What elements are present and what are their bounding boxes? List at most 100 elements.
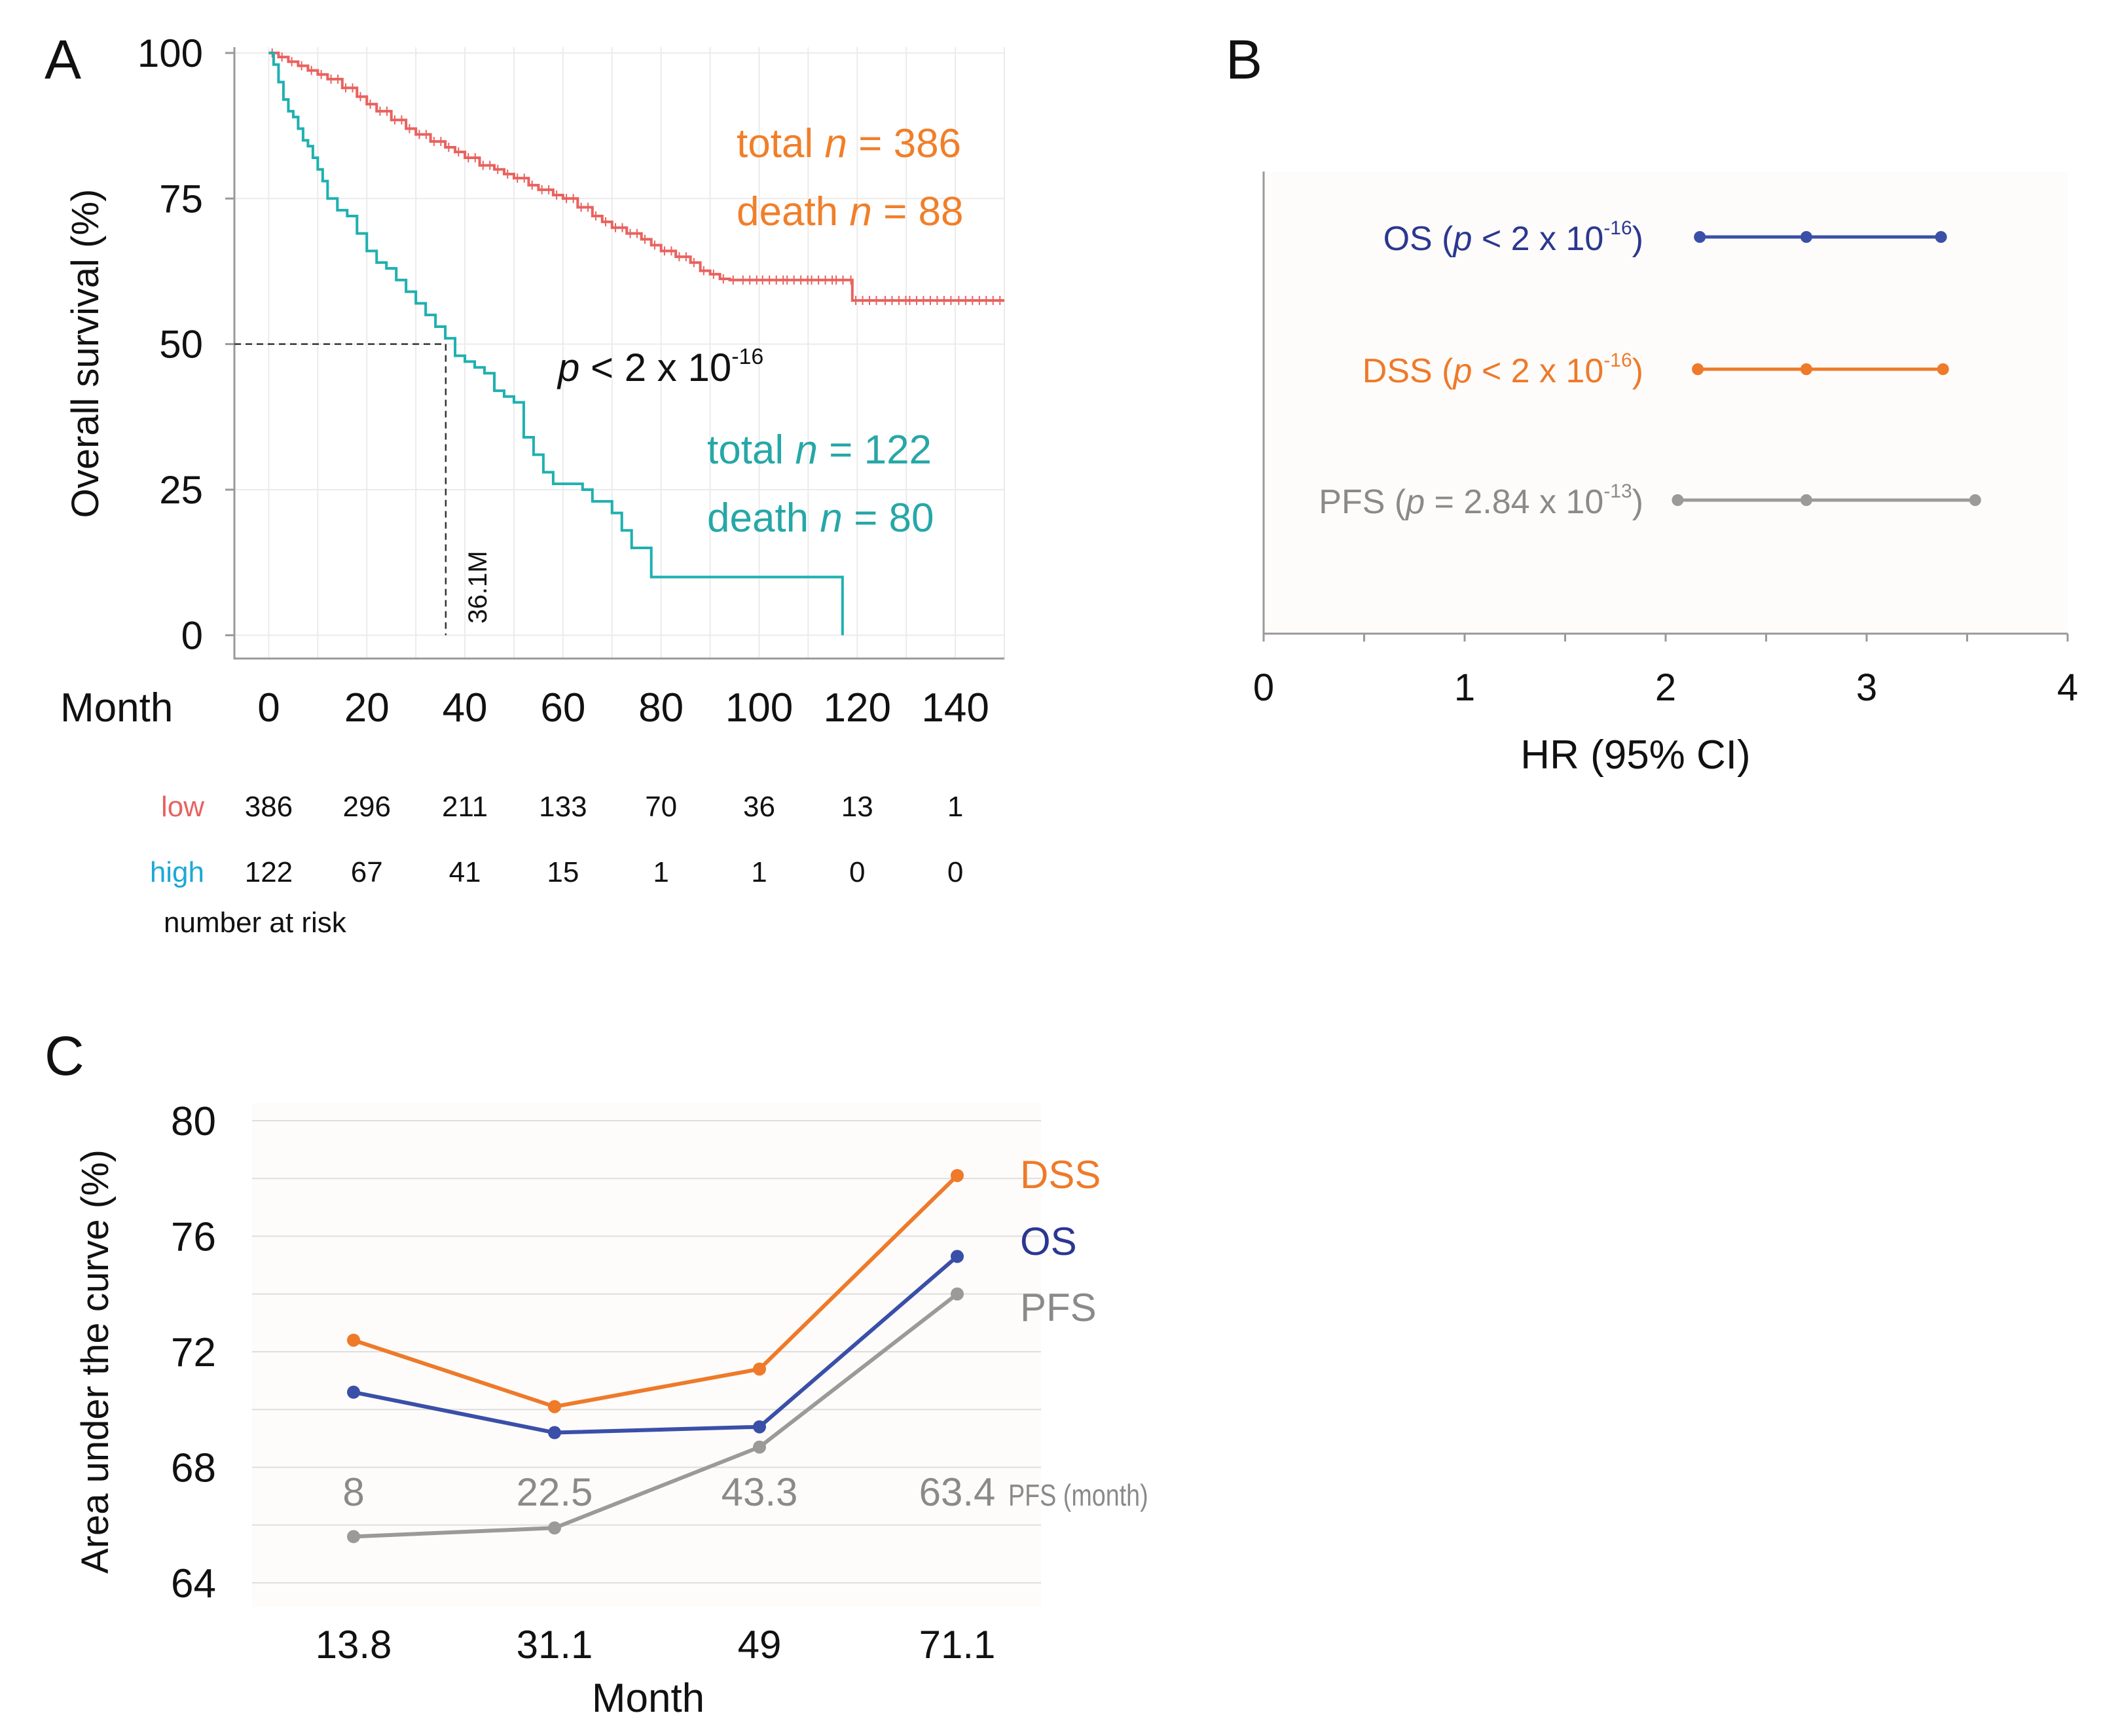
- median-survival-label: 36.1M: [464, 551, 492, 623]
- risk-count: 386: [245, 791, 293, 823]
- panel-a-x-tick-label: 40: [443, 685, 488, 731]
- panel-a-y-tick-label: 75: [159, 177, 203, 221]
- panel-a-x-tick-labels: 0 20 40 60 80 100 120 140: [257, 685, 989, 731]
- os-auc-point: [753, 1420, 766, 1434]
- pfs-month-value: 43.3: [722, 1470, 798, 1514]
- panel-c-y-tick-labels: 80 76 72 68 64: [171, 1099, 216, 1606]
- high-risk-death-annotation: death n = 80: [707, 496, 934, 541]
- forest-row-pfs: PFS (p = 2.84 x 10-13): [1319, 480, 1981, 521]
- pfs-month-value: 63.4: [919, 1470, 996, 1514]
- risk-row-label: low: [161, 791, 204, 823]
- dss-auc-point: [753, 1362, 766, 1376]
- pfs-auc-point: [753, 1440, 766, 1454]
- pfs-auc-line: [353, 1292, 959, 1539]
- os-auc-point: [548, 1426, 561, 1439]
- pfs-month-caption: PFS (month): [1008, 1478, 1148, 1511]
- auc-label-os: OS: [1020, 1220, 1077, 1263]
- panel-a-x-tick-label: 80: [638, 685, 684, 731]
- panel-a-x-tick-label: 100: [725, 685, 793, 731]
- panel-a-y-tick-label: 50: [159, 323, 203, 367]
- panel-b-x-tick-label: 2: [1655, 666, 1676, 709]
- panel-b-x-tick-labels: 0 1 2 3 4: [1253, 666, 2078, 709]
- risk-count: 13: [841, 791, 873, 823]
- panel-a-x-tick-label: 20: [344, 685, 390, 731]
- panel-b-x-tick-label: 1: [1454, 666, 1475, 709]
- panel-c-y-tick-label: 80: [171, 1099, 216, 1144]
- risk-count: 1: [653, 856, 668, 888]
- dss-auc-point: [951, 1168, 964, 1182]
- panel-b-x-tick-label: 3: [1856, 666, 1877, 709]
- forest-row-os: OS (p < 2 x 10-16): [1383, 217, 1947, 258]
- dss-auc-line: [353, 1174, 959, 1409]
- pfs-label: PFS (p = 2.84 x 10-13): [1319, 480, 1643, 521]
- auc-series-labels: DSS OS PFS: [1020, 1153, 1101, 1329]
- panel-a-y-tick-label: 100: [137, 31, 203, 75]
- panel-c-x-tick-label: 49: [738, 1623, 782, 1667]
- low-risk-death-annotation: death n = 88: [737, 189, 964, 234]
- panel-c-letter: C: [45, 1025, 84, 1087]
- os-auc-point: [347, 1385, 360, 1399]
- risk-count: 70: [645, 791, 677, 823]
- panel-a-x-label: Month: [60, 685, 173, 731]
- auc-label-dss: DSS: [1020, 1153, 1101, 1197]
- dss-ci-endpoint: [1692, 363, 1704, 375]
- panel-a-x-tick-label: 120: [824, 685, 891, 731]
- panel-c-x-tick-label: 13.8: [316, 1623, 392, 1667]
- risk-count: 0: [947, 856, 963, 888]
- low-risk-survival-curve: [268, 51, 1004, 302]
- panel-c-y-tick-label: 76: [171, 1215, 216, 1260]
- panel-c-grid: [252, 1120, 1041, 1583]
- high-risk-survival-curve: [268, 51, 844, 636]
- low-risk-total-annotation: total n = 386: [737, 121, 961, 166]
- dss-hr-point: [1800, 363, 1812, 375]
- risk-count: 1: [751, 856, 767, 888]
- pfs-auc-point: [347, 1530, 360, 1544]
- panel-b-x-tick-label: 0: [1253, 666, 1274, 709]
- pfs-auc-point: [548, 1521, 561, 1535]
- pfs-ci-endpoint: [1969, 494, 1981, 506]
- panel-a-grid: [225, 47, 1005, 659]
- panel-a-y-axis: [233, 47, 1004, 660]
- panel-b-plot-background: [1264, 172, 2068, 634]
- panel-a-x-tick-label: 140: [921, 685, 989, 731]
- panel-a-y-tick-label: 0: [181, 613, 203, 657]
- low-risk-censor-marks: [271, 48, 1001, 305]
- panel-c-y-label: Area under the curve (%): [74, 1149, 117, 1574]
- pfs-month-value: 22.5: [517, 1470, 593, 1514]
- risk-count: 67: [351, 856, 383, 888]
- panel-b-x-axis: [1262, 632, 2069, 642]
- auc-label-pfs: PFS: [1020, 1286, 1097, 1329]
- panel-c-y-tick-label: 72: [171, 1330, 216, 1375]
- risk-count: 0: [849, 856, 865, 888]
- risk-count: 133: [539, 791, 587, 823]
- panel-a-plot-background: [234, 47, 1004, 659]
- risk-row-label: high: [150, 856, 204, 888]
- panel-c: C 80 76 72 68 64 13.8 31.1 49 71.1 Area under t…: [45, 1025, 1148, 1721]
- panel-b-letter: B: [1226, 29, 1262, 90]
- os-label: OS (p < 2 x 10-16): [1383, 217, 1643, 258]
- os-auc-point: [951, 1250, 964, 1263]
- risk-count: 211: [442, 791, 488, 823]
- panel-c-y-tick-label: 64: [171, 1561, 216, 1606]
- panel-a-letter: A: [45, 29, 81, 90]
- panel-b: B 0 1 2 3 4 HR (95% CI) OS (p < 2 x 10-16) DS…: [1226, 29, 2078, 778]
- dss-auc-point: [347, 1333, 360, 1347]
- auc-series: [347, 1168, 964, 1544]
- risk-count: 15: [547, 856, 579, 888]
- dss-label: DSS (p < 2 x 10-16): [1362, 350, 1643, 390]
- panel-a-y-tick-label: 25: [159, 468, 203, 512]
- panel-c-x-tick-label: 31.1: [517, 1623, 593, 1667]
- os-hr-point: [1800, 231, 1812, 243]
- panel-a-x-tick-label: 0: [257, 685, 280, 731]
- panel-c-x-label: Month: [592, 1676, 704, 1721]
- risk-count: 41: [449, 856, 481, 888]
- risk-count: 122: [245, 856, 293, 888]
- pfs-month-value: 8: [342, 1470, 364, 1514]
- forest-plot-rows: OS (p < 2 x 10-16) DSS (p < 2 x 10-16) PFS…: [1319, 217, 1981, 521]
- dss-ci-endpoint: [1937, 363, 1949, 375]
- number-at-risk-table: low 386 296 211 133 70 36 13 1 high 122 67 41 15 1 1 0 0: [150, 791, 964, 888]
- high-risk-total-annotation: total n = 122: [707, 427, 932, 473]
- median-survival-guide: [234, 343, 447, 636]
- panel-c-x-tick-label: 71.1: [919, 1623, 996, 1667]
